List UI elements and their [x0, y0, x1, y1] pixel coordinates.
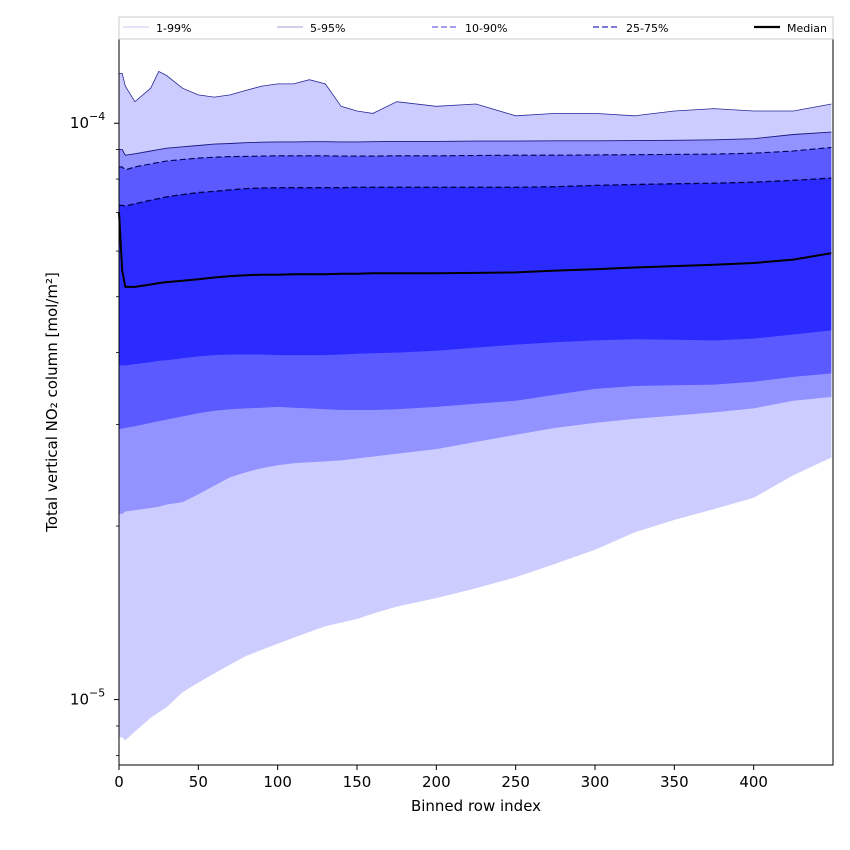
x-tick-label: 0: [114, 773, 124, 791]
y-tick-label: 10: [70, 691, 89, 709]
legend-label: 1-99%: [156, 22, 191, 35]
y-tick-exponent: −5: [89, 687, 105, 700]
x-tick-label: 400: [739, 773, 768, 791]
line-75: [119, 177, 832, 207]
x-tick-label: 100: [263, 773, 292, 791]
y-tick-exponent: −4: [89, 110, 105, 123]
percentile-bands: [119, 71, 832, 741]
legend: 1-99% 5-95% 10-90% 25-75% Median: [118, 16, 834, 40]
x-tick-label: 350: [660, 773, 689, 791]
band-25-75: [119, 178, 832, 366]
line-99: [119, 70, 832, 117]
x-tick-label: 250: [501, 773, 530, 791]
line-95: [119, 131, 832, 156]
x-tick-label: 150: [343, 773, 372, 791]
legend-label: 5-95%: [310, 22, 345, 35]
legend-label: Median: [787, 22, 827, 35]
median-line: [118, 212, 832, 288]
y-axis: 10−510−4: [70, 110, 119, 756]
x-tick-label: 200: [422, 773, 451, 791]
legend-box: [118, 16, 834, 40]
legend-label: 10-90%: [465, 22, 507, 35]
y-tick-label: 10: [70, 114, 89, 132]
x-axis: 0 50 100 150 200 250 300 350 400: [114, 765, 768, 791]
x-tick-label: 300: [581, 773, 610, 791]
line-90: [119, 146, 832, 171]
y-axis-label: Total vertical NO₂ column [mol/m²]: [43, 272, 61, 533]
x-axis-label: Binned row index: [411, 797, 541, 815]
legend-label: 25-75%: [626, 22, 668, 35]
percentile-lines: [118, 70, 832, 288]
x-tick-label: 50: [189, 773, 208, 791]
